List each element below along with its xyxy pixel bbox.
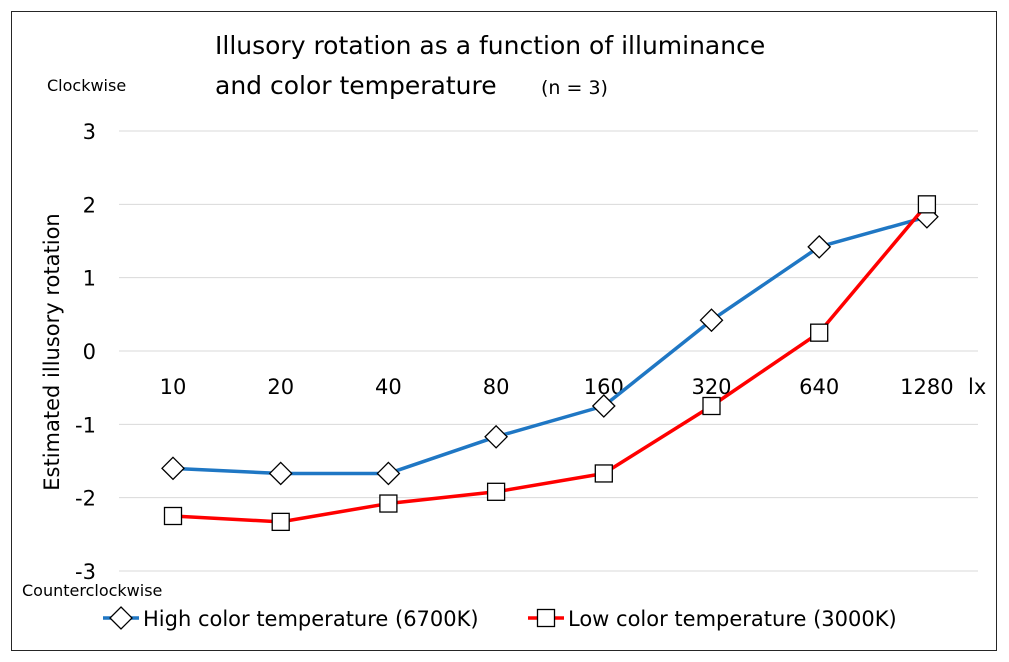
series-2 bbox=[163, 195, 937, 532]
diamond-marker bbox=[807, 234, 832, 259]
x-tick-label: 20 bbox=[267, 375, 294, 399]
grid-lines bbox=[119, 130, 978, 572]
square-marker bbox=[810, 323, 829, 342]
legend-label: High color temperature (6700K) bbox=[143, 607, 479, 631]
y-top-label: Clockwise bbox=[47, 76, 126, 95]
diamond-marker bbox=[376, 461, 401, 486]
chart-title-note: (n = 3) bbox=[541, 77, 608, 99]
y-tick-label: 2 bbox=[83, 193, 96, 217]
square-marker bbox=[702, 396, 721, 416]
y-tick-label: 3 bbox=[83, 120, 96, 144]
x-tick-label: 1280 bbox=[900, 375, 953, 399]
x-tick-label: 40 bbox=[375, 375, 402, 399]
square-marker bbox=[271, 512, 290, 532]
y-tick-labels: 3 2 1 0 -1 -2 -3 bbox=[75, 120, 96, 584]
y-bottom-label: Counterclockwise bbox=[22, 581, 162, 600]
legend-marker bbox=[109, 606, 133, 630]
x-tick-label: 10 bbox=[160, 375, 187, 399]
legend-item: Low color temperature (3000K) bbox=[528, 607, 897, 631]
square-marker bbox=[594, 464, 613, 483]
y-tick-label: 1 bbox=[83, 267, 96, 291]
legend: High color temperature (6700K) Low color … bbox=[103, 606, 897, 631]
y-tick-label: -1 bbox=[75, 413, 96, 437]
chart-title-line2: and color temperature bbox=[215, 71, 497, 100]
series-lines bbox=[161, 195, 939, 532]
chart-title-line1: Illusory rotation as a function of illum… bbox=[215, 31, 765, 60]
y-axis-label: Estimated illusory rotation bbox=[40, 213, 64, 490]
x-tick-labels: 10 20 40 80 160 320 640 1280 bbox=[160, 375, 954, 399]
y-tick-label: 0 bbox=[83, 340, 96, 364]
x-tick-label: 80 bbox=[483, 375, 510, 399]
series-line bbox=[172, 203, 929, 524]
x-axis-unit: lx bbox=[968, 375, 986, 399]
square-marker bbox=[486, 482, 506, 501]
chart-frame bbox=[11, 11, 997, 651]
diamond-marker bbox=[268, 461, 293, 486]
legend-marker bbox=[536, 608, 556, 628]
legend-item: High color temperature (6700K) bbox=[103, 606, 479, 631]
series-1 bbox=[161, 204, 939, 486]
y-tick-label: -2 bbox=[75, 487, 96, 511]
square-marker bbox=[917, 195, 937, 214]
square-marker bbox=[379, 494, 398, 513]
diamond-marker bbox=[484, 424, 509, 449]
diamond-marker bbox=[699, 308, 724, 333]
square-marker bbox=[163, 506, 183, 526]
diamond-marker bbox=[161, 456, 185, 481]
legend-label: Low color temperature (3000K) bbox=[568, 607, 897, 631]
y-tick-label: -3 bbox=[75, 560, 96, 584]
series-line bbox=[172, 215, 928, 476]
diamond-marker bbox=[591, 394, 616, 418]
x-tick-label: 640 bbox=[799, 375, 839, 399]
